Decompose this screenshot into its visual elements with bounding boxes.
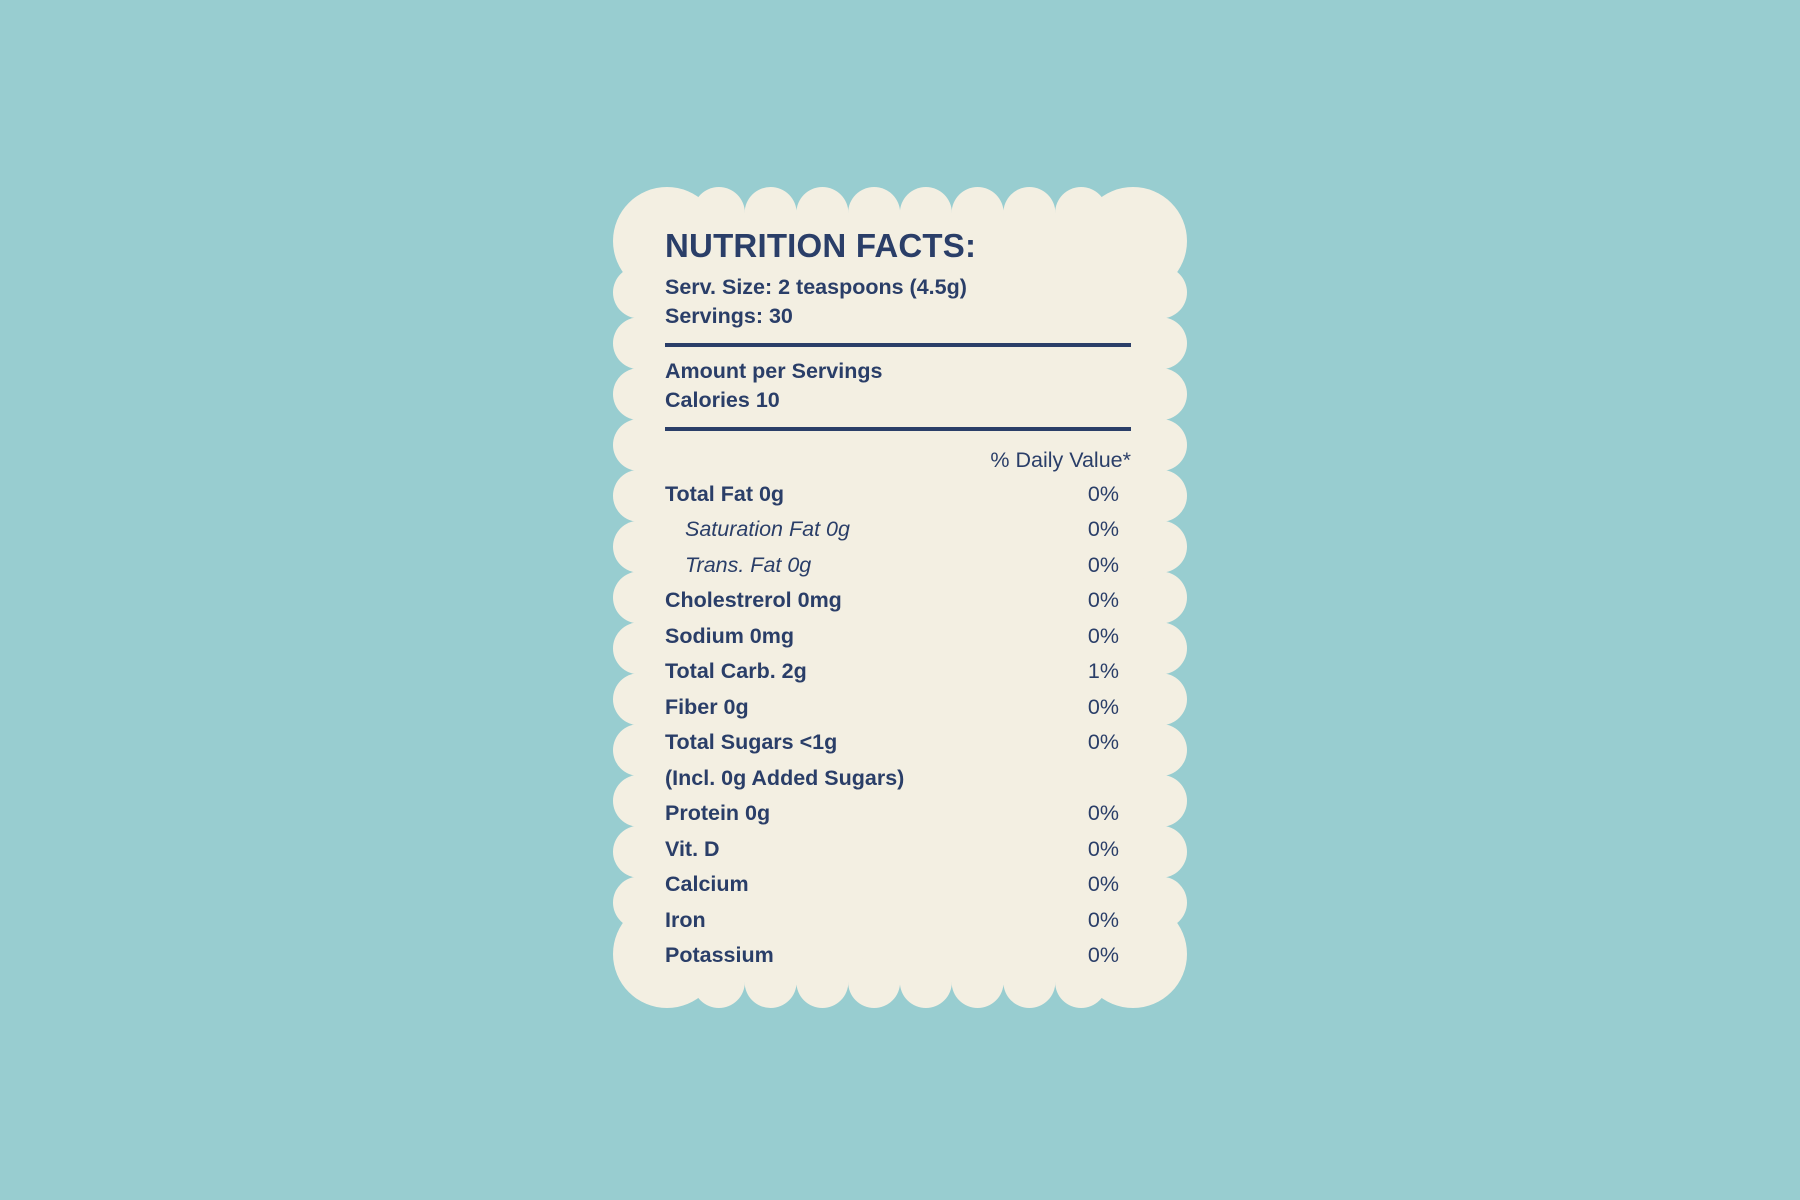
nutrient-value: 0% (1087, 872, 1119, 897)
nutrient-label: Protein 0g (665, 801, 771, 826)
nutrient-value: 0% (1087, 801, 1119, 826)
nutrient-row: Saturation Fat 0g 0% (665, 517, 1131, 553)
divider-top (665, 342, 1131, 347)
nutrient-row: Calcium 0% (665, 872, 1131, 908)
nutrient-row: Sodium 0mg 0% (665, 624, 1131, 660)
nutrient-label: Sodium 0mg (665, 623, 795, 648)
nutrient-row: Protein 0g 0% (665, 801, 1131, 837)
nutrient-row: Total Fat 0g 0% (665, 482, 1131, 518)
nutrient-row: Total Carb. 2g 1% (665, 659, 1131, 695)
nutrition-facts-title: NUTRITION FACTS: (665, 227, 977, 264)
nutrient-row: Cholestrerol 0mg 0% (665, 588, 1131, 624)
nutrient-row: Vit. D 0% (665, 837, 1131, 873)
nutrient-value: 0% (1087, 552, 1119, 577)
nutrient-row: Total Sugars <1g 0% (665, 730, 1131, 766)
nutrient-label: Iron (665, 907, 706, 932)
nutrient-rows: Total Fat 0g 0% Saturation Fat 0g 0% Trans. … (665, 482, 1131, 979)
serving-size-line: Serv. Size: 2 teaspoons (4.5g) (665, 274, 967, 299)
nutrient-label: Potassium (665, 943, 774, 968)
nutrition-label-content: NUTRITION FACTS: Serv. Size: 2 teaspoons… (665, 187, 1131, 979)
nutrient-value: 0% (1087, 623, 1119, 648)
nutrient-label: Total Carb. 2g (665, 659, 807, 684)
nutrient-label: Trans. Fat 0g (685, 552, 812, 577)
nutrient-value: 1% (1087, 659, 1119, 684)
nutrient-row: Fiber 0g 0% (665, 695, 1131, 731)
nutrient-value: 0% (1087, 481, 1119, 506)
nutrient-label: Vit. D (665, 836, 720, 861)
nutrition-label-card: NUTRITION FACTS: Serv. Size: 2 teaspoons… (613, 187, 1187, 1008)
servings-line: Servings: 30 (665, 303, 793, 328)
nutrient-value: 0% (1087, 836, 1119, 861)
nutrient-label: (Incl. 0g Added Sugars) (665, 765, 905, 790)
nutrient-label: Calcium (665, 872, 749, 897)
nutrient-value: 0% (1087, 943, 1119, 968)
nutrient-row: (Incl. 0g Added Sugars) (665, 766, 1131, 802)
nutrient-label: Total Fat 0g (665, 481, 785, 506)
nutrient-value: 0% (1087, 730, 1119, 755)
nutrient-row: Iron 0% (665, 908, 1131, 944)
nutrient-row: Potassium 0% (665, 943, 1131, 979)
amount-per-servings-line: Amount per Servings (665, 358, 883, 383)
nutrient-label: Fiber 0g (665, 694, 749, 719)
nutrient-label: Cholestrerol 0mg (665, 588, 842, 613)
daily-value-header: % Daily Value* (990, 447, 1131, 472)
calories-line: Calories 10 (665, 387, 780, 412)
nutrient-row: Trans. Fat 0g 0% (665, 553, 1131, 589)
divider-bottom (665, 426, 1131, 431)
nutrient-value: 0% (1087, 588, 1119, 613)
nutrient-label: Saturation Fat 0g (685, 517, 850, 542)
nutrient-label: Total Sugars <1g (665, 730, 838, 755)
nutrient-value: 0% (1087, 694, 1119, 719)
scalloped-card-background (613, 187, 1187, 1008)
nutrient-value: 0% (1087, 517, 1119, 542)
nutrient-value: 0% (1087, 907, 1119, 932)
